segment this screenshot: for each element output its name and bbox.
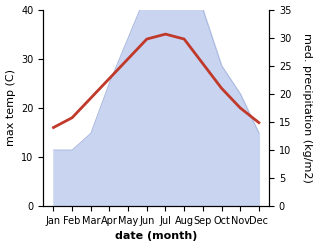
X-axis label: date (month): date (month) xyxy=(115,231,197,242)
Y-axis label: med. precipitation (kg/m2): med. precipitation (kg/m2) xyxy=(302,33,313,183)
Y-axis label: max temp (C): max temp (C) xyxy=(5,69,16,146)
